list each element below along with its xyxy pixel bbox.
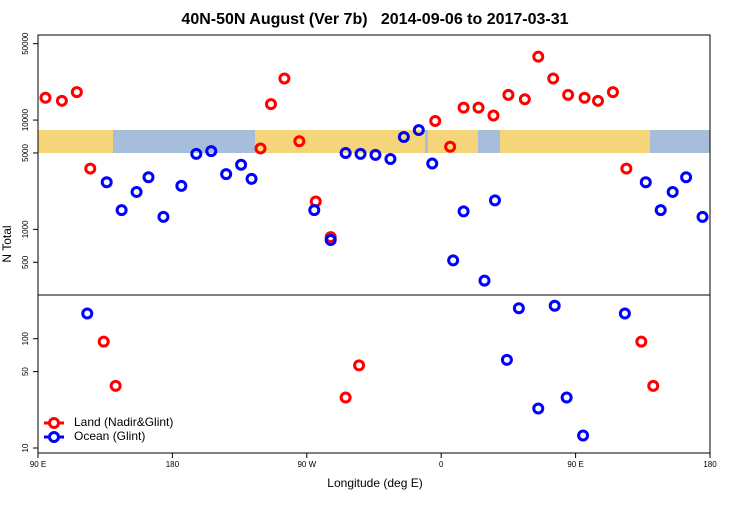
x-tick-label: 180 [166,460,180,469]
point [647,379,660,392]
point [447,254,460,267]
point [81,307,94,320]
x-axis-label: Longitude (deg E) [327,476,422,490]
point [560,391,573,404]
chart-title: 40N-50N August (Ver 7b) 2014-09-06 to 20… [181,11,568,28]
legend-label: Ocean (Glint) [74,429,145,443]
point [235,158,248,171]
point [254,142,267,155]
point [426,157,439,170]
plot-frame [37,34,711,454]
point [500,353,513,366]
x-tick-label: 180 [703,460,717,469]
x-tick-label: 90 E [30,460,46,469]
point [369,148,382,161]
point [547,72,560,85]
point [115,204,128,217]
legend-marker [48,431,60,443]
x-tick-label: 90 W [297,460,316,469]
point [618,307,631,320]
point [592,94,604,107]
point [620,162,633,175]
point [518,93,531,106]
point [654,204,667,217]
point [696,210,709,223]
y-tick-label: 1000 [21,220,30,238]
x-tick-label: 90 E [567,460,583,469]
point [130,185,143,198]
point [84,162,97,175]
point [429,115,442,128]
point [39,91,52,104]
point [478,274,491,287]
point [666,185,679,198]
point [220,168,233,181]
point [190,147,203,160]
point [635,335,648,348]
y-tick-label: 10 [21,443,30,452]
point [339,146,352,159]
legend-label: Land (Nadir&Glint) [74,415,173,429]
point [532,402,545,415]
point [578,91,591,104]
point [354,147,367,160]
x-tick-label: 0 [439,460,444,469]
legend-marker [48,417,60,429]
y-tick-label: 50 [21,367,30,376]
point [293,135,306,148]
point [512,302,525,315]
y-tick-label: 500 [21,255,30,269]
point [324,233,337,246]
point [606,86,619,99]
point [308,204,321,217]
y-axis-label: N Total [0,225,14,262]
point [384,153,397,166]
point [353,359,366,372]
point [397,130,410,143]
point [70,86,83,99]
y-tick-label: 5000 [21,144,30,162]
point [680,171,693,184]
point [562,88,575,101]
y-tick-label: 50000 [21,32,30,55]
point [245,172,258,185]
point [487,109,500,122]
point [175,179,188,192]
y-tick-label: 100 [21,331,30,345]
point [109,379,122,392]
point [142,171,155,184]
y-tick-label: 10000 [21,108,30,131]
point [339,391,352,404]
point [577,429,590,442]
point [97,335,110,348]
point [502,88,515,101]
point [548,299,561,312]
point [639,176,652,189]
point [264,98,277,111]
point [444,140,457,153]
point [157,210,170,223]
point [472,101,485,114]
point [457,101,470,114]
point [457,205,470,218]
point [488,194,501,207]
point [55,94,68,107]
point [278,72,291,85]
point [412,124,425,137]
point [205,145,218,158]
point [100,176,113,189]
point [532,50,545,63]
